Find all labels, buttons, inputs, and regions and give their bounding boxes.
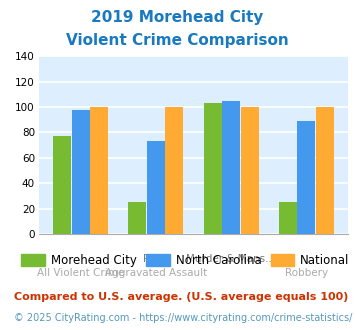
Text: 2019 Morehead City: 2019 Morehead City: [91, 10, 264, 25]
Bar: [129, 203, 146, 234]
Bar: [165, 107, 183, 234]
Bar: [204, 103, 222, 234]
Text: Aggravated Assault: Aggravated Assault: [105, 268, 207, 278]
Bar: [90, 107, 108, 234]
Bar: [316, 107, 334, 234]
Text: Robbery: Robbery: [285, 268, 328, 278]
Legend: Morehead City, North Carolina, National: Morehead City, North Carolina, National: [17, 249, 354, 271]
Bar: [222, 101, 240, 234]
Bar: [147, 141, 165, 234]
Text: Rape: Rape: [143, 254, 169, 264]
Bar: [279, 203, 297, 234]
Bar: [71, 110, 89, 234]
Bar: [53, 136, 71, 234]
Text: Murder & Mans...: Murder & Mans...: [186, 254, 276, 264]
Bar: [241, 107, 258, 234]
Text: All Violent Crime: All Violent Crime: [37, 268, 124, 278]
Bar: [297, 121, 316, 234]
Text: Compared to U.S. average. (U.S. average equals 100): Compared to U.S. average. (U.S. average …: [14, 292, 349, 302]
Text: © 2025 CityRating.com - https://www.cityrating.com/crime-statistics/: © 2025 CityRating.com - https://www.city…: [14, 313, 353, 323]
Text: Violent Crime Comparison: Violent Crime Comparison: [66, 33, 289, 48]
